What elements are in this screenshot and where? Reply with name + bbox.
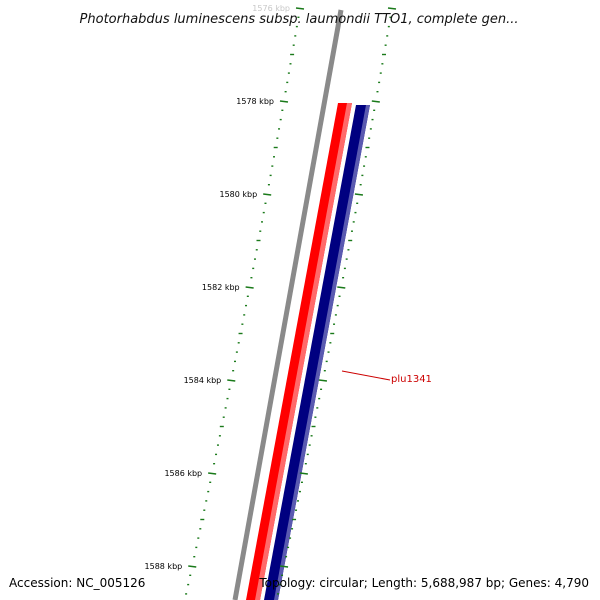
major-tick [337, 286, 346, 289]
major-tick [295, 7, 305, 10]
major-tick [387, 7, 397, 10]
tick-label: 1586 kbp [164, 469, 202, 478]
tick-label: 1584 kbp [184, 376, 222, 385]
tick-labels: 1576 kbp 1578 kbp 1580 kbp 1582 kbp 1584 kbp… [145, 4, 290, 571]
backbone-ring [232, 9, 344, 600]
major-tick [245, 286, 254, 289]
outer-tick-marks [276, 7, 397, 595]
accession-text: Accession: NC_005126 [9, 576, 145, 590]
tick-label: 1578 kbp [236, 97, 274, 106]
tick-label: 1580 kbp [219, 190, 257, 199]
reverse-strand-highlight [274, 105, 370, 600]
major-tick [299, 472, 308, 475]
genome-summary-text: Topology: circular; Length: 5,688,987 bp… [258, 576, 589, 590]
forward-strand-highlight [255, 103, 352, 600]
major-tick [371, 100, 380, 103]
major-tick [263, 193, 272, 196]
gene-label-leader [341, 370, 391, 381]
major-tick [318, 379, 328, 382]
inner-tick-marks [185, 7, 305, 595]
major-tick [279, 565, 289, 568]
tick-label: 1576 kbp [252, 4, 290, 13]
tick-label: 1588 kbp [145, 562, 183, 571]
major-tick [354, 193, 364, 196]
major-tick [208, 472, 217, 475]
major-tick [279, 100, 289, 103]
gene-label[interactable]: plu1341 [391, 374, 432, 385]
major-tick [227, 379, 236, 382]
major-tick [188, 565, 197, 568]
map-title: Photorhabdus luminescens subsp. laumondi… [80, 12, 519, 27]
tick-label: 1582 kbp [202, 283, 240, 292]
